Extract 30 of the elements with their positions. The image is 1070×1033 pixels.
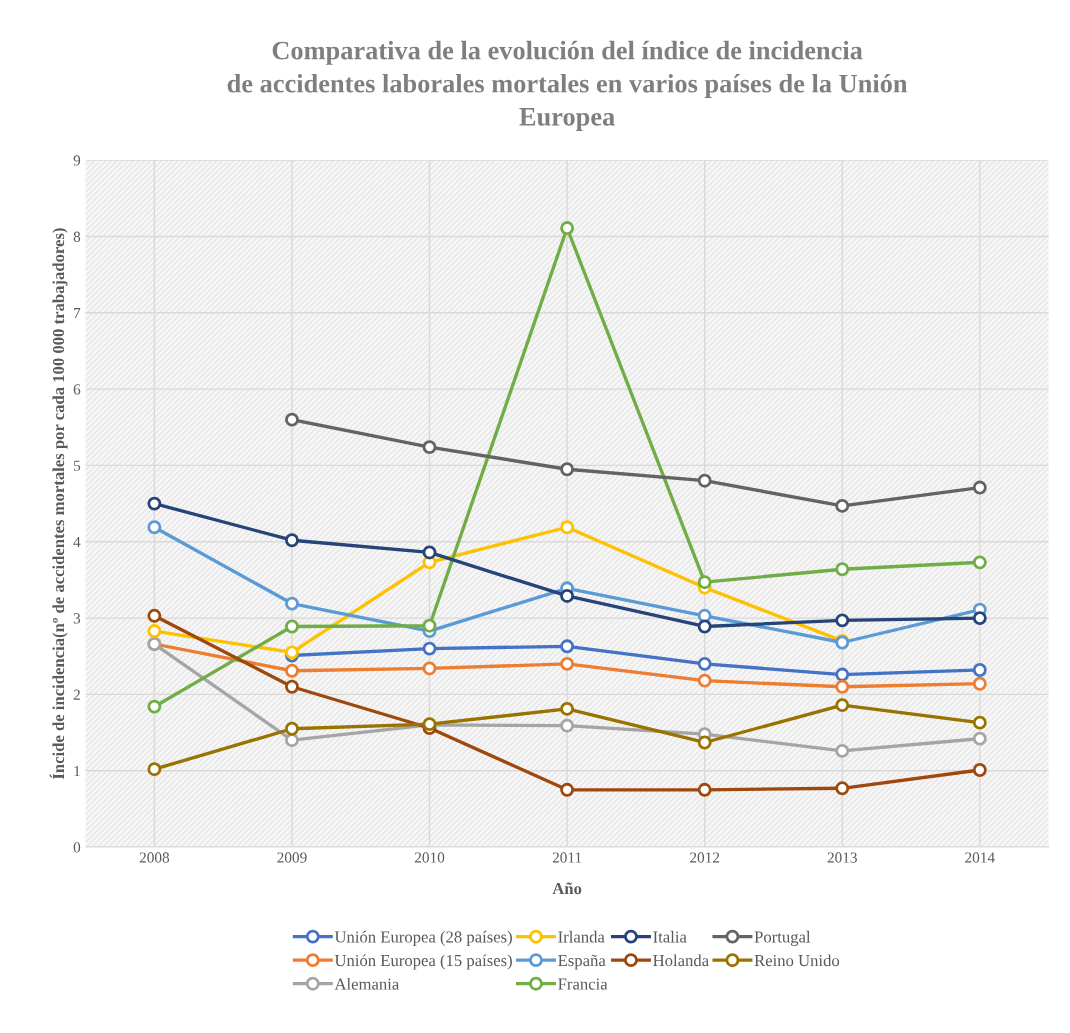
legend-label: Unión Europea (28 países): [334, 930, 512, 946]
legend-label: Alemania: [334, 977, 400, 990]
y-axis-title: Íncide de incidencia(nº de accidentes mortales por cada 100 000 trabajadores): [49, 228, 68, 780]
legend-label: Italia: [653, 930, 687, 943]
y-tick-label: 0: [73, 842, 81, 853]
y-tick-label: 5: [73, 460, 81, 471]
legend-label: Reino Unido: [754, 954, 840, 967]
legend-label: Portugal: [754, 930, 811, 947]
x-tick-label: 2013: [827, 852, 857, 863]
y-tick-label: 6: [73, 384, 81, 395]
y-tick-label: 7: [74, 308, 81, 319]
x-tick-label: 2009: [277, 852, 307, 863]
legend-label: Unión Europea (15 países): [334, 954, 512, 970]
y-tick-label: 9: [73, 155, 81, 166]
y-tick-label: 1: [74, 765, 80, 777]
x-axis-title: Año: [552, 882, 582, 895]
x-tick-label: 2012: [690, 852, 720, 863]
y-tick-label: 3: [73, 613, 81, 624]
legend-label: Holanda: [653, 954, 709, 967]
x-tick-label: 2011: [552, 852, 582, 863]
y-tick-label: 2: [73, 689, 80, 700]
legend-label: España: [558, 954, 606, 970]
legend-label: Francia: [558, 978, 608, 990]
x-tick-label: 2008: [139, 852, 170, 863]
y-tick-label: 4: [73, 536, 81, 548]
legend-label: Irlanda: [558, 930, 605, 943]
x-tick-label: 2010: [414, 852, 445, 863]
x-tick-label: 2014: [965, 852, 995, 863]
chart-title: Comparativa de la evolución del índice de incidencia de accidentes laborales mortales en varios países de la Unión Europea: [227, 40, 908, 132]
y-tick-label: 8: [73, 231, 81, 242]
